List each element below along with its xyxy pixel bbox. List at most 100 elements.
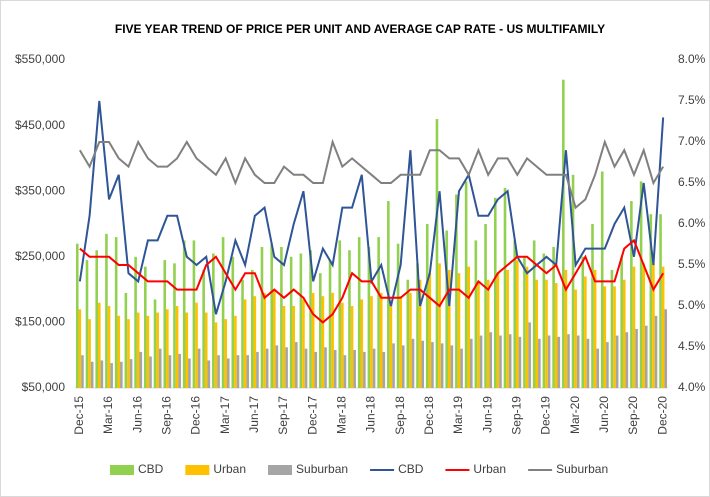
bar bbox=[246, 355, 250, 388]
bar bbox=[156, 312, 159, 388]
bar bbox=[110, 363, 113, 388]
bar bbox=[535, 279, 539, 388]
bar bbox=[168, 355, 172, 388]
bar bbox=[382, 351, 386, 388]
bar bbox=[625, 332, 629, 388]
bar bbox=[428, 273, 432, 388]
bar bbox=[289, 256, 293, 388]
bar bbox=[661, 266, 665, 388]
bar bbox=[467, 266, 471, 388]
x-tick-label: Sep-19 bbox=[509, 396, 523, 435]
line bbox=[78, 138, 665, 210]
bar bbox=[117, 315, 121, 388]
bar bbox=[357, 237, 361, 388]
bar bbox=[260, 246, 264, 388]
bar bbox=[134, 256, 137, 388]
bar bbox=[389, 302, 393, 388]
x-tick-label: Jun-19 bbox=[480, 396, 494, 433]
x-tick-label: Jun-16 bbox=[130, 396, 144, 433]
y2-tick-label: 5.0% bbox=[678, 298, 706, 312]
bar bbox=[591, 224, 594, 388]
legend-swatch bbox=[268, 465, 293, 475]
bar bbox=[95, 250, 99, 388]
y-tick-label: $250,000 bbox=[15, 249, 65, 263]
bar bbox=[620, 256, 623, 388]
bar bbox=[392, 343, 395, 388]
bar bbox=[324, 347, 327, 388]
bar bbox=[98, 302, 101, 388]
bar bbox=[460, 348, 463, 388]
bar bbox=[406, 279, 410, 388]
bar bbox=[299, 253, 303, 388]
bar bbox=[455, 194, 458, 388]
bar bbox=[525, 266, 529, 388]
bar bbox=[474, 240, 478, 388]
bar bbox=[263, 292, 266, 388]
bar bbox=[613, 286, 616, 388]
bar bbox=[370, 296, 373, 388]
bar bbox=[295, 342, 298, 388]
bar bbox=[81, 355, 84, 388]
legend-label: Suburban bbox=[556, 462, 608, 476]
x-tick-label: Dec-15 bbox=[72, 396, 86, 435]
bar bbox=[603, 286, 607, 388]
bar bbox=[401, 345, 405, 388]
bar bbox=[275, 345, 279, 388]
legend-label: CBD bbox=[138, 462, 164, 476]
y2-tick-label: 6.0% bbox=[678, 216, 706, 230]
y-tick-label: $50,000 bbox=[22, 380, 66, 394]
bar bbox=[163, 260, 167, 388]
bar bbox=[457, 273, 461, 388]
bar bbox=[328, 260, 332, 388]
bar bbox=[136, 312, 140, 388]
bar bbox=[493, 197, 497, 388]
x-tick-label: Mar-18 bbox=[335, 396, 349, 434]
bar bbox=[489, 332, 493, 388]
y-tick-label: $150,000 bbox=[15, 315, 65, 329]
bar bbox=[576, 335, 580, 388]
bar bbox=[144, 266, 147, 388]
bar bbox=[562, 79, 565, 389]
bar bbox=[270, 243, 273, 388]
bar bbox=[532, 240, 536, 388]
bar bbox=[564, 269, 568, 388]
bar bbox=[506, 269, 509, 388]
y2-tick-label: 5.5% bbox=[678, 257, 706, 271]
bar bbox=[593, 269, 597, 388]
legend-swatch bbox=[110, 465, 134, 475]
bar bbox=[372, 348, 376, 388]
x-tick-label: Dec-16 bbox=[189, 396, 203, 435]
bar bbox=[256, 351, 259, 388]
bar bbox=[508, 334, 512, 388]
bar bbox=[250, 269, 254, 388]
bar bbox=[528, 322, 531, 388]
bar bbox=[253, 296, 257, 388]
y2-tick-label: 7.0% bbox=[678, 134, 706, 148]
bar bbox=[280, 246, 283, 388]
bar bbox=[212, 253, 215, 388]
y2-tick-label: 4.5% bbox=[678, 339, 706, 353]
bar bbox=[221, 237, 225, 388]
bar bbox=[204, 312, 208, 388]
bar bbox=[139, 351, 143, 388]
bar bbox=[321, 296, 325, 388]
bar bbox=[311, 292, 315, 388]
bar bbox=[129, 359, 133, 388]
bar bbox=[114, 237, 118, 388]
x-tick-label: Sep-20 bbox=[626, 396, 640, 435]
bar bbox=[377, 237, 380, 388]
bar bbox=[538, 338, 541, 388]
bar bbox=[438, 263, 441, 388]
bar bbox=[411, 338, 415, 388]
y2-tick-label: 4.0% bbox=[678, 380, 706, 394]
x-tick-label: Dec-20 bbox=[655, 396, 669, 435]
legend-swatch bbox=[185, 465, 210, 475]
bar bbox=[574, 289, 577, 388]
legend-label: Urban bbox=[473, 462, 506, 476]
bar bbox=[350, 306, 354, 388]
bar bbox=[649, 214, 653, 388]
bar bbox=[107, 306, 111, 388]
legend-label: Urban bbox=[213, 462, 246, 476]
bar bbox=[584, 276, 587, 388]
